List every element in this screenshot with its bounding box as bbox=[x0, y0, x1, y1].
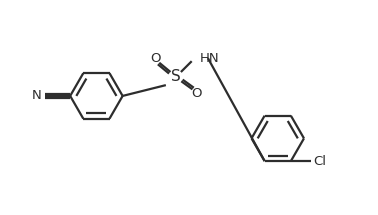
Text: O: O bbox=[192, 88, 202, 100]
Text: O: O bbox=[150, 52, 161, 65]
Text: Cl: Cl bbox=[313, 155, 326, 167]
Text: HN: HN bbox=[200, 52, 219, 65]
Text: N: N bbox=[31, 89, 41, 102]
Text: S: S bbox=[170, 69, 180, 84]
